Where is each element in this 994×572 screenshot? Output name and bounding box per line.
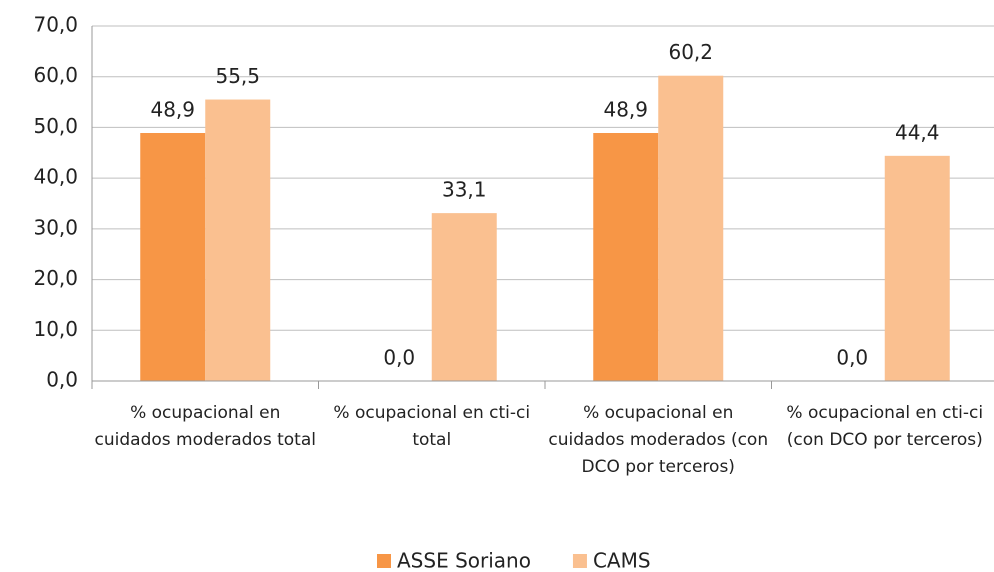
legend-swatch (572, 554, 587, 568)
legend-label: ASSE Soriano (397, 549, 531, 572)
x-tick-label: % ocupacional en cti-ci total (333, 403, 531, 450)
y-tick-label: 50,0 (33, 114, 78, 138)
legend-label: CAMS (593, 549, 651, 572)
y-tick-label: 30,0 (33, 215, 78, 239)
data-label: 60,2 (668, 40, 713, 64)
bar (205, 99, 271, 382)
y-tick-label: 60,0 (33, 63, 78, 87)
legend-swatch (377, 554, 391, 568)
data-label: 55,5 (215, 64, 260, 88)
bar (140, 133, 206, 381)
y-tick-label: 70,0 (33, 13, 78, 37)
y-tick-label: 20,0 (33, 266, 78, 290)
data-label: 48,9 (150, 98, 195, 122)
x-tick-label: % ocupacional en cuidados moderados (con… (548, 403, 769, 477)
y-tick-label: 40,0 (33, 165, 78, 189)
bar (658, 75, 724, 381)
bar (593, 133, 659, 381)
bar (431, 213, 497, 381)
data-label: 48,9 (603, 98, 648, 122)
data-label: 44,4 (895, 120, 940, 144)
y-tick-label: 0,0 (46, 368, 78, 392)
x-tick-label: % ocupacional en cuidados moderados tota… (94, 403, 316, 450)
data-label: 0,0 (383, 346, 415, 370)
y-tick-label: 10,0 (33, 317, 78, 341)
data-label: 33,1 (442, 178, 487, 202)
data-label: 0,0 (836, 346, 868, 370)
bar (884, 155, 950, 381)
x-tick-label: % ocupacional en cti-ci (con DCO por ter… (786, 403, 984, 450)
